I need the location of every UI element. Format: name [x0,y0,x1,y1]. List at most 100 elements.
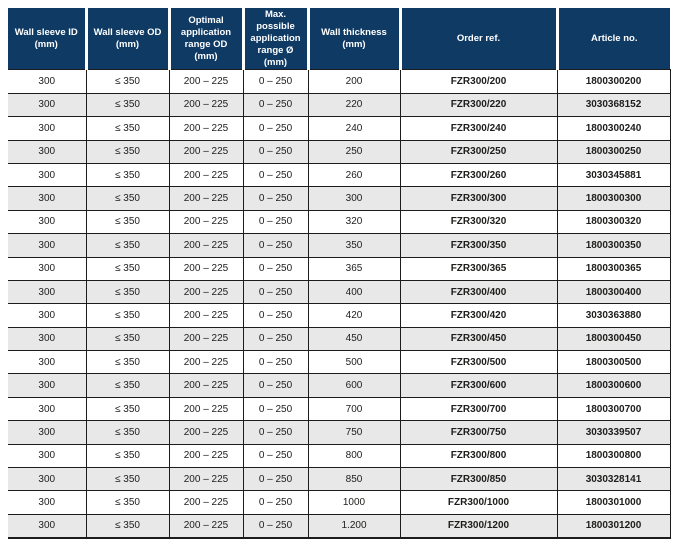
header-wall-sleeve-od: Wall sleeve OD (mm) [84,8,169,70]
table-row: 300 ≤ 350 200 – 225 0 – 250 500 FZR300/500 180… [8,350,671,375]
table-row: 300 ≤ 350 200 – 225 0 – 250 400 FZR300/400 180… [8,279,671,305]
cell-wall-thickness: 850 [307,467,401,492]
cell-optimal-application-range-od: 200 – 225 [168,92,244,118]
cell-order-ref: FZR300/240 [399,116,558,141]
cell-article-no: 3030368152 [556,92,671,118]
table-body: 300 ≤ 350 200 – 225 0 – 250 200 FZR300/200 180… [8,69,671,539]
cell-wall-thickness: 250 [307,139,401,164]
cell-article-no: 1800300250 [556,139,671,164]
cell-optimal-application-range-od: 200 – 225 [168,513,244,539]
cell-wall-thickness: 800 [307,443,401,469]
cell-wall-sleeve-id: 300 [8,373,87,398]
cell-optimal-application-range-od: 200 – 225 [168,69,244,94]
cell-wall-sleeve-id: 300 [8,326,87,352]
cell-max-possible-application-range: 0 – 250 [242,443,309,469]
cell-article-no: 1800301000 [556,490,671,515]
table-row: 300 ≤ 350 200 – 225 0 – 250 220 FZR300/220 303… [8,92,671,118]
cell-wall-sleeve-id: 300 [8,513,87,539]
table-row: 300 ≤ 350 200 – 225 0 – 250 200 FZR300/200 180… [8,69,671,94]
cell-wall-thickness: 240 [307,116,401,141]
cell-wall-thickness: 750 [307,420,401,445]
cell-max-possible-application-range: 0 – 250 [242,396,309,422]
table-row: 300 ≤ 350 200 – 225 0 – 250 750 FZR300/750 303… [8,420,671,445]
cell-order-ref: FZR300/320 [399,209,558,235]
cell-article-no: 1800300400 [556,279,671,305]
cell-order-ref: FZR300/800 [399,443,558,469]
cell-wall-sleeve-od: ≤ 350 [85,209,170,235]
table-row: 300 ≤ 350 200 – 225 0 – 250 300 FZR300/300 180… [8,186,671,211]
cell-wall-sleeve-od: ≤ 350 [85,443,170,469]
cell-max-possible-application-range: 0 – 250 [242,490,309,515]
cell-max-possible-application-range: 0 – 250 [242,256,309,281]
cell-wall-sleeve-id: 300 [8,92,87,118]
cell-wall-sleeve-id: 300 [8,186,87,211]
cell-wall-sleeve-od: ≤ 350 [85,513,170,539]
product-spec-table: Wall sleeve ID (mm) Wall sleeve OD (mm) … [8,8,671,539]
cell-wall-sleeve-od: ≤ 350 [85,162,170,188]
cell-optimal-application-range-od: 200 – 225 [168,139,244,164]
header-max-possible-application-range: Max. possible application range Ø (mm) [241,8,308,70]
cell-order-ref: FZR300/1000 [399,490,558,515]
cell-optimal-application-range-od: 200 – 225 [168,279,244,305]
cell-order-ref: FZR300/260 [399,162,558,188]
cell-wall-sleeve-od: ≤ 350 [85,490,170,515]
cell-wall-sleeve-od: ≤ 350 [85,373,170,398]
cell-wall-sleeve-id: 300 [8,279,87,305]
cell-optimal-application-range-od: 200 – 225 [168,326,244,352]
cell-max-possible-application-range: 0 – 250 [242,162,309,188]
cell-wall-sleeve-od: ≤ 350 [85,233,170,258]
cell-article-no: 1800300700 [556,396,671,422]
table-row: 300 ≤ 350 200 – 225 0 – 250 240 FZR300/240 180… [8,116,671,141]
cell-article-no: 3030328141 [556,467,671,492]
cell-max-possible-application-range: 0 – 250 [242,233,309,258]
cell-optimal-application-range-od: 200 – 225 [168,209,244,235]
cell-max-possible-application-range: 0 – 250 [242,209,309,235]
table-row: 300 ≤ 350 200 – 225 0 – 250 450 FZR300/450 180… [8,326,671,352]
cell-article-no: 1800300240 [556,116,671,141]
cell-max-possible-application-range: 0 – 250 [242,139,309,164]
cell-wall-sleeve-id: 300 [8,116,87,141]
cell-order-ref: FZR300/750 [399,420,558,445]
cell-article-no: 1800300300 [556,186,671,211]
cell-wall-sleeve-od: ≤ 350 [85,326,170,352]
cell-max-possible-application-range: 0 – 250 [242,513,309,539]
table-header: Wall sleeve ID (mm) Wall sleeve OD (mm) … [8,8,670,70]
cell-max-possible-application-range: 0 – 250 [242,279,309,305]
cell-wall-sleeve-od: ≤ 350 [85,92,170,118]
cell-order-ref: FZR300/350 [399,233,558,258]
cell-article-no: 1800301200 [556,513,671,539]
cell-article-no: 3030339507 [556,420,671,445]
cell-optimal-application-range-od: 200 – 225 [168,443,244,469]
cell-order-ref: FZR300/1200 [399,513,558,539]
cell-wall-thickness: 260 [307,162,401,188]
cell-optimal-application-range-od: 200 – 225 [168,162,244,188]
cell-wall-thickness: 500 [307,350,401,375]
cell-max-possible-application-range: 0 – 250 [242,116,309,141]
cell-order-ref: FZR300/300 [399,186,558,211]
cell-wall-sleeve-od: ≤ 350 [85,279,170,305]
cell-wall-sleeve-id: 300 [8,396,87,422]
cell-wall-sleeve-od: ≤ 350 [85,396,170,422]
header-wall-thickness: Wall thickness (mm) [306,8,400,70]
cell-wall-sleeve-id: 300 [8,139,87,164]
cell-order-ref: FZR300/420 [399,303,558,328]
table-row: 300 ≤ 350 200 – 225 0 – 250 350 FZR300/350 180… [8,233,671,258]
cell-optimal-application-range-od: 200 – 225 [168,116,244,141]
table-row: 300 ≤ 350 200 – 225 0 – 250 250 FZR300/250 180… [8,139,671,164]
cell-wall-sleeve-id: 300 [8,420,87,445]
cell-optimal-application-range-od: 200 – 225 [168,233,244,258]
cell-optimal-application-range-od: 200 – 225 [168,467,244,492]
cell-max-possible-application-range: 0 – 250 [242,186,309,211]
cell-wall-sleeve-od: ≤ 350 [85,186,170,211]
cell-optimal-application-range-od: 200 – 225 [168,256,244,281]
cell-wall-sleeve-id: 300 [8,256,87,281]
table-row: 300 ≤ 350 200 – 225 0 – 250 700 FZR300/700 180… [8,396,671,422]
cell-wall-sleeve-od: ≤ 350 [85,303,170,328]
cell-article-no: 3030345881 [556,162,671,188]
cell-wall-sleeve-id: 300 [8,467,87,492]
cell-max-possible-application-range: 0 – 250 [242,420,309,445]
cell-article-no: 1800300365 [556,256,671,281]
cell-optimal-application-range-od: 200 – 225 [168,373,244,398]
cell-article-no: 3030363880 [556,303,671,328]
